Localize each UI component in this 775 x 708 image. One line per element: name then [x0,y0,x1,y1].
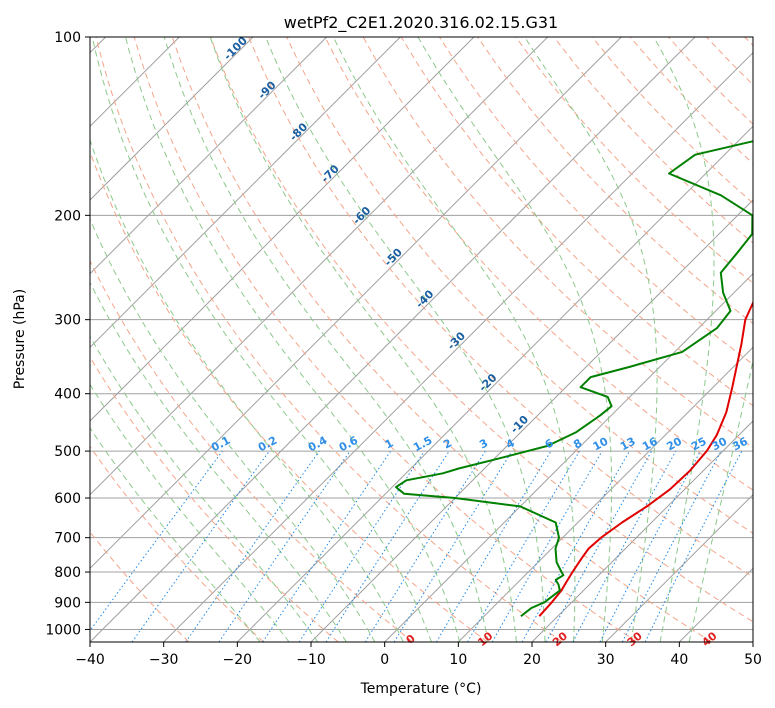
moist-adiabat-line [265,37,546,642]
isotherm-line [236,125,753,642]
dry-adiabat-line [90,356,339,642]
mixing-ratio-label: 25 [689,435,709,454]
mixing-ratio-line [521,450,630,642]
y-axis: 100 200 300 400 500 600 700 800 900 1000 [45,30,90,638]
x-tick-label: 10 [449,652,467,668]
mixing-ratio-line [262,450,392,642]
mixing-ratio-line [185,450,320,642]
y-axis-label: Pressure (hPa) [12,289,28,389]
y-tick-label: 200 [54,208,81,224]
mixing-ratio-line [131,450,270,642]
moist-adiabat-line [209,37,517,642]
moist-adiabat-line [91,37,432,642]
mixing-ratio-line [325,450,450,642]
dry-adiabat-line [90,445,264,642]
isotherm-line [90,37,328,275]
moist-adiabat-line [90,217,376,642]
dry-adiabat-line [210,37,753,623]
isotherm-line [90,37,696,642]
dewpoint-profile-line [395,140,753,617]
y-tick-label: 600 [54,491,81,507]
x-axis: −40 −30 −20 −10 0 10 20 30 40 50 [75,642,762,668]
moist-adiabat-line [90,281,347,642]
moist-adiabat-line [90,335,319,642]
dry-adiabat-line [248,37,753,578]
x-tick-label: −30 [149,652,179,668]
x-tick-label: −40 [75,652,105,668]
isotherm-line [384,272,753,642]
moist-adiabat-line [653,37,715,642]
mixing-ratio-line [90,450,223,632]
dry-adiabat-line [515,37,753,284]
dry-adiabat-line [90,259,414,642]
y-tick-label: 1000 [45,622,81,638]
temperature-profile-line [538,300,753,617]
mixing-ratio-line [644,450,743,642]
x-tick-label: 40 [670,652,688,668]
moist-adiabat-line [90,138,404,642]
x-tick-label: 20 [523,652,541,668]
mixing-ratio-line [218,450,351,642]
chart-title: wetPf2_C2E1.2020.316.02.15.G31 [284,13,558,33]
reference-line-labels: 0.1 0.2 0.4 0.6 1 1.5 2 3 4 6 8 10 13 16 20 25 30 360 10 20… [209,34,750,649]
plot-frame [89,36,754,643]
isotherm-line [90,37,622,570]
moist-adiabat-line [417,37,612,642]
mixing-ratio-label: 20 [664,435,684,454]
x-tick-label: 0 [380,652,389,668]
dry-adiabat-line [286,37,753,534]
mixing-ratio-label: 16 [640,435,660,454]
isotherm-line [90,37,254,201]
mixing-ratio-line [545,450,653,642]
mixing-ratio-label: 30 [710,435,730,454]
isotherm-line [163,51,753,642]
dry-adiabat-line [95,37,563,642]
mixing-ratio-label: 13 [618,435,638,454]
mixing-ratio-line [298,450,425,642]
background-lines [90,37,753,642]
moist-adiabat-line [688,358,753,642]
y-tick-label: 300 [54,313,81,329]
y-tick-label: 800 [54,565,81,581]
moist-adiabat-line [524,37,658,642]
profile-lines [395,140,753,617]
dry-adiabat-line [171,37,712,642]
isotherm-line [531,420,753,642]
moist-adiabat-line [90,427,261,642]
mixing-ratio-label: 10 [591,435,611,454]
isotherm-line [90,37,549,496]
isotherm-line [605,493,753,642]
y-tick-label: 400 [54,387,81,403]
mixing-ratio-lines [90,450,743,642]
isotherm-line [90,37,475,422]
moist-adiabat-line [163,37,489,642]
x-axis-label: Temperature (°C) [360,681,482,697]
moist-adiabat-line [90,383,290,642]
y-tick-label: 700 [54,531,81,547]
dry-adiabat-line [324,37,753,491]
x-tick-label: −20 [223,652,253,668]
y-tick-label: 100 [54,30,81,46]
mixing-ratio-line [572,450,677,642]
mixing-ratio-line [393,450,513,642]
y-tick-label: 500 [54,444,81,460]
x-tick-label: 30 [597,652,615,668]
mixing-ratio-label: 36 [730,435,750,454]
moist-adiabat-line [125,37,461,642]
x-tick-label: 50 [744,652,762,668]
y-tick-label: 900 [54,595,81,611]
x-tick-label: −10 [296,652,326,668]
moist-adiabat-line [332,37,576,642]
isotherm-line [457,346,753,642]
isotherm-line [90,37,401,349]
